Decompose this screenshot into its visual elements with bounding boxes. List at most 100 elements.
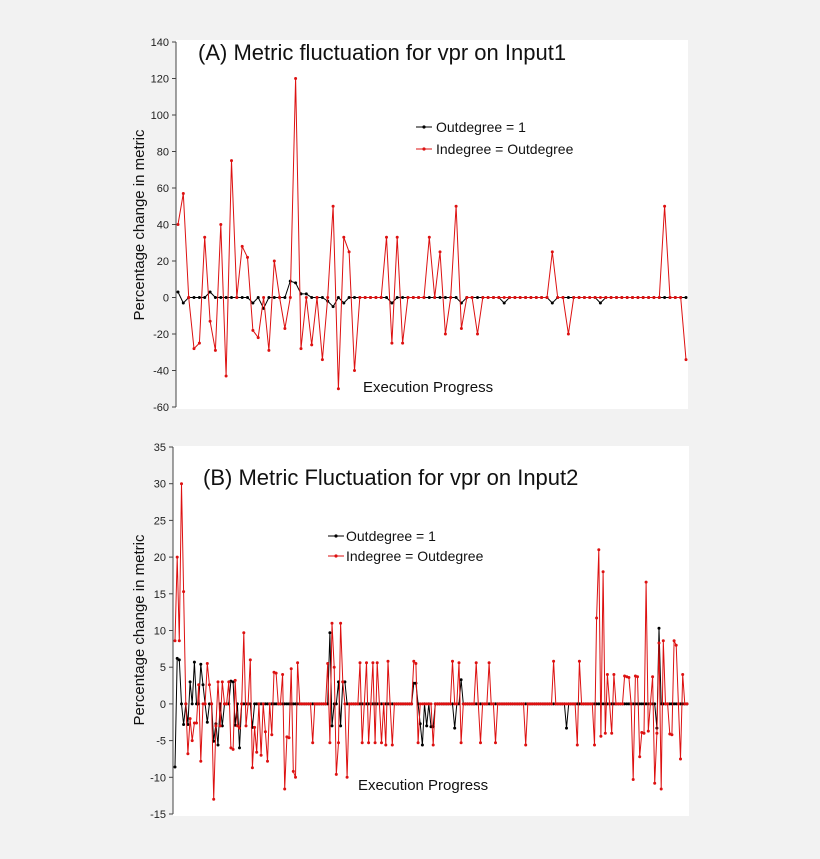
data-point [287,736,291,740]
data-point [175,656,179,660]
data-point [522,702,525,706]
data-point [509,702,513,706]
data-point [590,702,594,706]
data-point [584,702,588,706]
data-point [240,702,244,706]
data-point [274,702,278,706]
data-point [176,223,180,226]
data-point [657,296,661,299]
data-point [496,702,500,706]
y-tick-label: 60 [157,183,169,195]
data-point [235,296,239,299]
data-point [532,702,536,706]
data-point [330,621,334,625]
data-point [294,77,298,80]
data-point [371,661,375,665]
data-point [540,296,544,299]
data-point [256,336,260,340]
data-point [673,296,677,299]
data-point [262,296,266,299]
data-point [266,759,269,763]
data-point [230,159,233,163]
data-point [427,296,431,299]
data-point [684,358,688,362]
data-point [657,641,661,645]
data-point [299,347,303,351]
data-point [455,702,459,706]
data-point [306,702,310,706]
data-point [401,341,405,345]
data-point [420,702,424,706]
data-point [223,702,226,706]
data-point [310,296,314,299]
data-point [321,702,325,706]
data-point [562,702,566,706]
data-point [224,296,228,299]
data-point [390,743,394,747]
data-point [631,296,634,299]
data-point [454,204,458,208]
data-point [283,702,287,706]
data-point [554,702,558,706]
data-point [251,301,255,305]
data-point [203,296,207,299]
data-point [259,753,263,757]
data-point [180,482,183,486]
data-point [311,741,315,745]
legend-label-outdegree: Outdegree = 1 [436,119,526,135]
data-point [369,296,372,299]
data-point [511,702,515,706]
data-point [601,702,605,706]
data-point [267,296,271,299]
data-point [377,702,381,706]
data-point [384,743,388,747]
data-point [679,296,683,299]
data-point [345,702,349,706]
data-point [192,296,196,299]
data-point [459,678,463,682]
data-point [627,676,631,679]
y-tick-label: 10 [154,626,166,638]
data-point [629,702,633,706]
data-point [233,678,237,682]
data-point [382,702,386,706]
data-point [679,757,682,761]
data-point [436,702,439,706]
legend-marker-outdegree [422,125,426,129]
data-point [250,766,254,770]
data-point [494,702,497,706]
y-tick-label: 25 [154,515,166,527]
data-point [334,702,338,706]
data-point [190,739,194,743]
data-point [683,702,687,706]
data-point [610,731,614,735]
data-point [474,661,478,665]
data-point [182,590,186,594]
data-point [336,296,340,299]
data-point [470,702,474,706]
y-tick-label: -15 [150,809,166,821]
data-point [483,702,487,706]
chart-b: (B) Metric Fluctuation for vpr on Input2… [131,442,689,821]
data-point [283,327,287,330]
data-point [177,639,181,643]
data-point [513,702,517,706]
data-point [343,680,347,684]
data-point [272,296,276,299]
data-point [451,659,454,663]
data-point [385,235,388,239]
data-point [625,296,629,299]
data-point [515,702,519,706]
data-point [339,724,343,728]
data-point [631,702,635,706]
data-point [644,580,648,584]
data-point [276,702,280,706]
data-point [176,290,180,294]
data-point [539,702,543,706]
chart-a-legend: Outdegree = 1 Indegree = Outdegree [416,119,574,157]
data-point [251,328,255,332]
data-point [638,702,642,706]
data-point [616,702,620,706]
data-point [224,374,228,378]
